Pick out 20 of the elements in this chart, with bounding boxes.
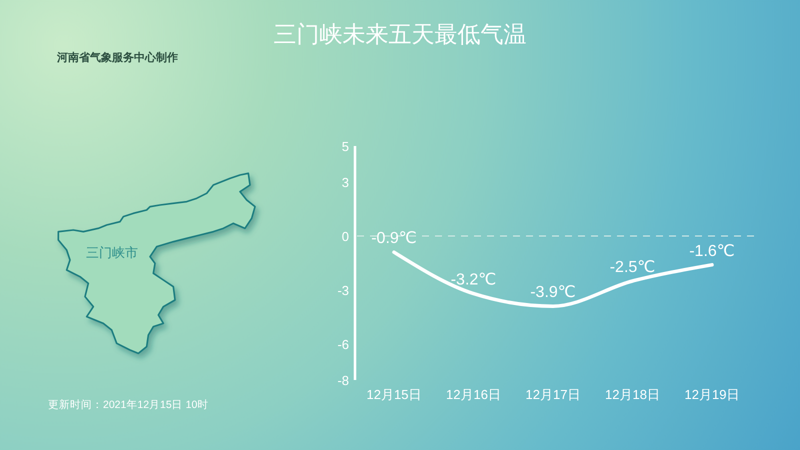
text: 更新时间：2021年12月15日 10时 (48, 398, 208, 411)
data-label: -0.9℃ (371, 230, 417, 248)
text: 河南省气象服务中心制作 (56, 51, 178, 64)
y-tick-label: 0 (342, 229, 349, 244)
x-tick-label: 12月19日 (684, 387, 740, 402)
x-tick-label: 12月17日 (526, 387, 580, 402)
x-tick-label: 12月15日 (366, 387, 422, 402)
data-label: -2.5℃ (610, 259, 656, 276)
x-tick-label: 12月16日 (446, 387, 501, 402)
data-label: -3.2℃ (450, 272, 496, 289)
y-tick-label: 3 (342, 175, 349, 190)
y-tick-label: -6 (337, 337, 349, 352)
text: 三门峡市 (86, 245, 138, 260)
data-label: -1.6℃ (689, 242, 735, 260)
chart-title: 三门峡未来五天最低气温 (274, 21, 526, 47)
y-tick-label: -3 (337, 283, 349, 298)
y-tick-label: 5 (342, 139, 349, 154)
x-tick-label: 12月18日 (605, 387, 660, 402)
y-tick-label: -8 (337, 373, 349, 388)
data-label: -3.9℃ (530, 284, 576, 302)
